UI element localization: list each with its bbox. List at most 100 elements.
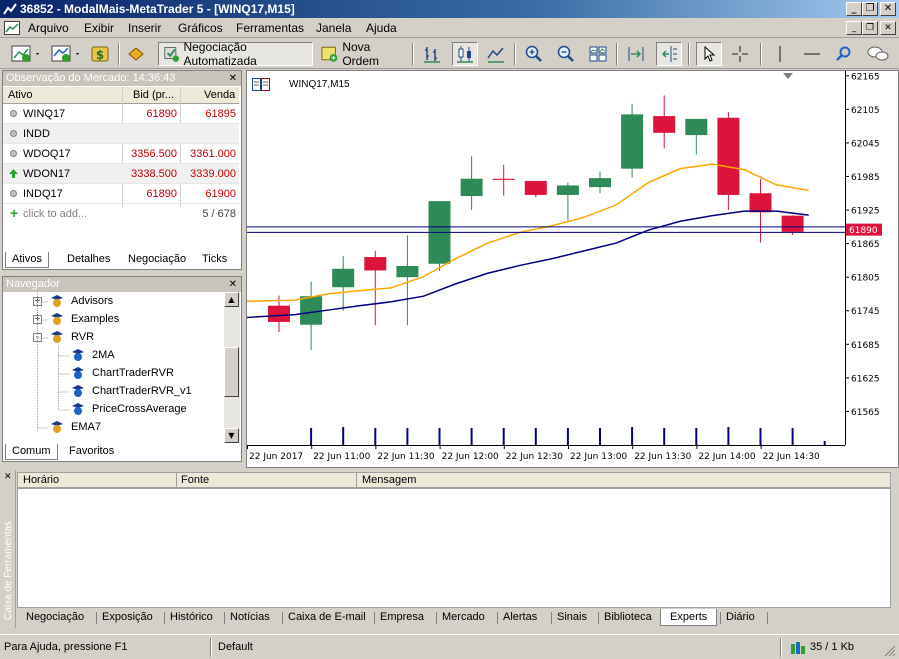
tab-negociacao-tool[interactable]: Negociação (26, 611, 85, 623)
new-chart-button[interactable] (8, 42, 42, 66)
market-watch-row[interactable]: WDOQ17 3356.500 3361.000 (3, 144, 239, 164)
candle (268, 295, 290, 333)
navigator-scrollbar[interactable]: ▲ ▼ (224, 292, 240, 443)
navigator-close-icon[interactable]: ✕ (228, 279, 237, 290)
search-button[interactable] (832, 42, 856, 66)
chart-shift-marker-icon[interactable] (783, 73, 793, 79)
navigator-item[interactable]: PriceCrossAverage (92, 403, 187, 415)
vertical-line-button[interactable] (768, 42, 792, 66)
zoom-in-button[interactable] (522, 42, 546, 66)
tab-caixa-email[interactable]: Caixa de E-mail (288, 611, 366, 623)
scroll-up-icon[interactable]: ▲ (224, 292, 239, 307)
tab-empresa[interactable]: Empresa (380, 611, 425, 623)
candle-body (460, 178, 483, 197)
auto-scroll-button[interactable] (624, 42, 648, 66)
chart-shift-button[interactable] (656, 42, 682, 66)
navigator-item[interactable]: ChartTraderRVR_v1 (92, 385, 192, 397)
column-header-venda[interactable]: Venda (204, 89, 236, 101)
navigator-item[interactable]: 2MA (92, 349, 115, 361)
ask-value: 61900 (205, 188, 236, 200)
tab-detalhes[interactable]: Detalhes (67, 253, 111, 265)
bid-value: 3338.500 (131, 168, 177, 180)
navigator-item[interactable]: ChartTraderRVR (92, 367, 174, 379)
auto-trading-button[interactable]: Negociação Automatizada (158, 40, 313, 68)
menu-graficos[interactable]: Gráficos (178, 21, 223, 35)
mdi-minimize-button[interactable]: _ (846, 21, 862, 35)
chat-button[interactable] (864, 42, 892, 66)
dot-icon (10, 130, 17, 137)
market-watch-row[interactable]: WDON17 3338.500 3339.000 (3, 164, 239, 184)
market-watch-row[interactable]: INDQ17 61890 61900 (3, 184, 239, 204)
horizontal-line-button[interactable] (800, 42, 824, 66)
mdi-close-button[interactable]: ✕ (880, 21, 896, 35)
experts-log[interactable] (17, 488, 891, 608)
tab-comum[interactable]: Comum (5, 444, 58, 460)
tab-noticias[interactable]: Notícias (230, 611, 270, 623)
expert-folder-icon (51, 295, 63, 307)
tab-ativos[interactable]: Ativos (5, 252, 49, 268)
symbol-label: INDD (23, 128, 50, 140)
column-header-horario[interactable]: Horário (23, 474, 60, 486)
connection-icon[interactable] (790, 640, 806, 656)
chat-icon (867, 46, 889, 61)
tab-sinais[interactable]: Sinais (557, 611, 587, 623)
tile-windows-button[interactable] (586, 42, 610, 66)
column-header-ativo[interactable]: Ativo (8, 89, 33, 101)
scroll-thumb[interactable] (224, 347, 239, 397)
symbol-label: WDON17 (23, 168, 71, 180)
menu-ajuda[interactable]: Ajuda (366, 21, 397, 35)
new-order-button[interactable]: Nova Ordem (318, 40, 408, 68)
column-header-fonte[interactable]: Fonte (181, 474, 210, 486)
tab-ticks[interactable]: Ticks (202, 253, 228, 265)
menu-ferramentas[interactable]: Ferramentas (236, 21, 305, 35)
menu-inserir[interactable]: Inserir (128, 21, 162, 35)
tab-negociacao[interactable]: Negociação (128, 253, 187, 265)
navigator-item[interactable]: Examples (71, 313, 120, 325)
market-watch-row[interactable]: WINQ17 61890 61895 (3, 104, 239, 124)
navigator-item[interactable]: RVR (71, 331, 95, 343)
column-header-mensagem[interactable]: Mensagem (362, 474, 417, 486)
candle-chart-button[interactable] (452, 42, 478, 66)
navigator-item[interactable]: Advisors (71, 295, 114, 307)
toolbox-close-icon[interactable]: ✕ (4, 472, 12, 482)
bid-value: 61890 (146, 108, 177, 120)
chart-window-icon[interactable] (4, 21, 20, 35)
profiles-button[interactable] (48, 42, 82, 66)
mdi-restore-button[interactable]: ❐ (862, 21, 878, 35)
close-button[interactable]: ✕ (880, 2, 896, 16)
chart-canvas[interactable]: 62165 62105 62045 61985 61925 61865 61805 61745… (247, 71, 898, 467)
menu-janela[interactable]: Janela (316, 21, 352, 35)
tab-mercado[interactable]: Mercado (442, 611, 485, 623)
cursor-button[interactable] (696, 42, 722, 66)
tab-historico[interactable]: Histórico (170, 611, 213, 623)
tab-biblioteca[interactable]: Biblioteca (604, 611, 652, 623)
restore-button[interactable]: ❐ (862, 2, 878, 16)
menu-exibir[interactable]: Exibir (84, 21, 115, 35)
minimize-button[interactable]: _ (846, 2, 862, 16)
line-chart-button[interactable] (484, 42, 508, 66)
menu-arquivo[interactable]: Arquivo (28, 21, 69, 35)
ask-value: 61895 (205, 108, 236, 120)
tab-exposicao[interactable]: Exposição (102, 611, 153, 623)
meta-editor-button[interactable] (124, 42, 148, 66)
zoom-out-button[interactable] (554, 42, 578, 66)
market-watch-button[interactable]: $ (88, 42, 112, 66)
time-tick-label: 22 Jun 12:00 (442, 452, 499, 462)
resize-grip-icon[interactable] (884, 645, 896, 657)
price-chart[interactable]: 62165 62105 62045 61985 61925 61865 61805 61745… (246, 70, 899, 468)
crosshair-button[interactable] (728, 42, 752, 66)
scroll-down-icon[interactable]: ▼ (224, 428, 239, 443)
bar-chart-button[interactable] (420, 42, 444, 66)
new-order-label: Nova Ordem (342, 40, 379, 68)
navigator-title-bar: Navegador ✕ (3, 277, 241, 292)
add-symbol-row[interactable]: + click to add... 5 / 678 (3, 204, 239, 224)
tab-favoritos[interactable]: Favoritos (69, 445, 115, 457)
tab-experts[interactable]: Experts (660, 609, 718, 626)
navigator-item[interactable]: EMA7 (71, 421, 101, 433)
tile-windows-icon (589, 46, 607, 62)
tab-alertas[interactable]: Alertas (503, 611, 538, 623)
market-watch-row[interactable]: INDD (3, 124, 239, 144)
market-watch-close-icon[interactable]: ✕ (228, 73, 237, 84)
tab-diario[interactable]: Diário (726, 611, 755, 623)
column-header-bid[interactable]: Bid (pr... (133, 89, 174, 101)
